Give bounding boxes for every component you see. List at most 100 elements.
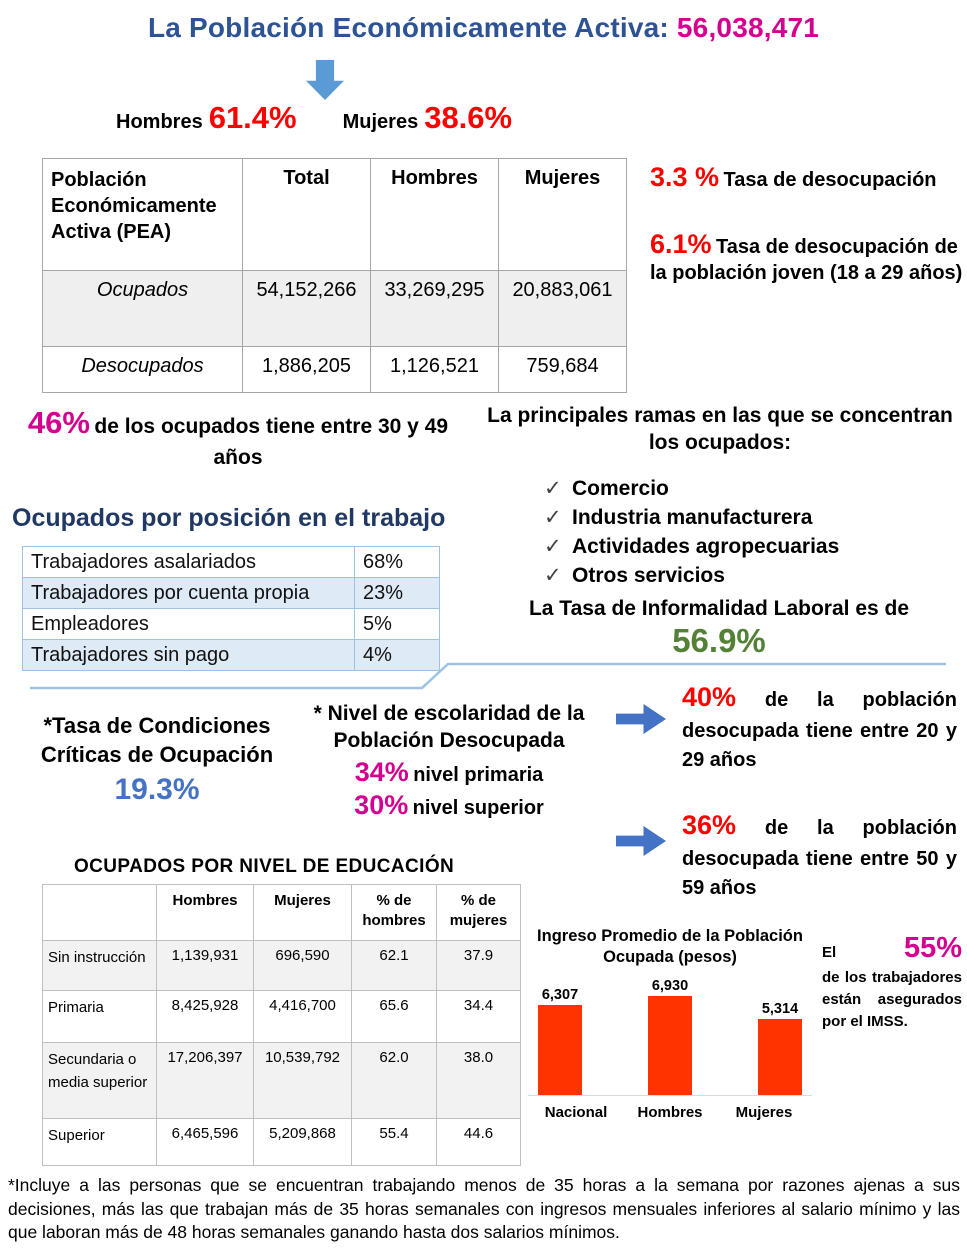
right-arrow-icon xyxy=(616,826,666,856)
pea-ocupados-mujeres: 20,883,061 xyxy=(498,270,627,347)
edu-cell: 4,416,700 xyxy=(253,990,352,1043)
hombres-label: Hombres xyxy=(116,111,203,133)
pea-desocupados-hombres: 1,126,521 xyxy=(370,346,499,393)
category-label-mujeres: Mujeres xyxy=(735,1104,793,1122)
check-icon: ✓ xyxy=(544,505,562,529)
edu-row-secundaria: Secundaria o media superior xyxy=(42,1042,157,1119)
position-heading: Ocupados por posición en el trabajo xyxy=(12,504,446,532)
unemployment-rate-value: 3.3 % xyxy=(650,162,720,192)
callout-divider-line xyxy=(30,662,946,690)
bar-group-mujeres: 5,314 xyxy=(758,1001,802,1096)
escolaridad-heading: * Nivel de escolaridad de la Población D… xyxy=(313,702,585,753)
position-value-asalariados: 68% xyxy=(354,546,440,578)
escolaridad-block: * Nivel de escolaridad de la Población D… xyxy=(288,700,610,821)
unemployment-stats: 3.3 % Tasa de desocupación 6.1% Tasa de … xyxy=(650,160,964,287)
imss-label: de los trabajadores están asegurados por… xyxy=(822,969,962,1030)
table-row: Secundaria o media superior 17,206,397 1… xyxy=(42,1042,521,1119)
page-title-label: La Población Económicamente Activa: xyxy=(147,12,669,43)
bar-value-label: 5,314 xyxy=(761,1001,799,1018)
check-icon: ✓ xyxy=(544,476,562,500)
bar-value-label: 6,930 xyxy=(651,978,689,995)
edu-cell: 38.0 xyxy=(436,1042,521,1119)
education-table-heading: OCUPADOS POR NIVEL DE EDUCACIÓN xyxy=(74,856,455,877)
chart-title: Ingreso Promedio de la Población Ocupada… xyxy=(537,927,803,966)
table-row: Superior 6,465,596 5,209,868 55.4 44.6 xyxy=(42,1118,521,1166)
edu-row-sin-instruccion: Sin instrucción xyxy=(42,940,157,991)
edu-cell: 62.1 xyxy=(351,940,437,991)
escolaridad-primaria-value: 34% xyxy=(354,756,409,787)
bar-mujeres xyxy=(758,1019,802,1096)
pea-ocupados-hombres: 33,269,295 xyxy=(370,270,499,347)
rama-comercio: Comercio xyxy=(572,476,669,500)
edu-header-hombres: Hombres xyxy=(156,884,254,941)
edu-cell: 17,206,397 xyxy=(156,1042,254,1119)
check-icon: ✓ xyxy=(544,563,562,587)
position-label-cuenta-propia: Trabajadores por cuenta propia xyxy=(22,577,355,609)
pea-row-desocupados-label: Desocupados xyxy=(42,346,243,393)
table-row: Empleadores 5% xyxy=(22,608,440,640)
pea-table: Población Económicamente Activa (PEA) To… xyxy=(42,158,627,393)
down-arrow-icon xyxy=(306,60,344,100)
condiciones-block: *Tasa de Condiciones Críticas de Ocupaci… xyxy=(18,712,296,807)
pea-row-ocupados-label: Ocupados xyxy=(42,270,243,347)
ramas-heading: La principales ramas en las que se conce… xyxy=(487,404,953,455)
pea-ocupados-total: 54,152,266 xyxy=(242,270,371,347)
pea-table-header-row: Población Económicamente Activa (PEA) To… xyxy=(42,158,627,271)
edu-cell: 5,209,868 xyxy=(253,1118,352,1166)
position-value-sin-pago: 4% xyxy=(354,639,440,671)
unemployment-rate-label: Tasa de desocupación xyxy=(723,169,937,191)
escolaridad-primaria-label: nivel primaria xyxy=(413,763,544,786)
pea-header-total: Total xyxy=(242,158,371,271)
informalidad-value: 56.9% xyxy=(672,622,766,659)
income-bar-chart: Ingreso Promedio de la Población Ocupada… xyxy=(528,926,812,1121)
gender-split: Hombres 61.4% Mujeres 38.6% xyxy=(116,100,512,136)
list-item: ✓ Actividades agropecuarias xyxy=(544,533,956,562)
rama-otros-servicios: Otros servicios xyxy=(572,563,725,587)
imss-first-line: El 55% xyxy=(822,932,962,965)
mujeres-label: Mujeres xyxy=(342,111,419,133)
edu-cell: 65.6 xyxy=(351,990,437,1043)
list-item: ✓ Comercio xyxy=(544,475,956,504)
pea-desocupados-total: 1,886,205 xyxy=(242,346,371,393)
mujeres-value: 38.6% xyxy=(424,100,513,135)
escolaridad-superior: 30% nivel superior xyxy=(288,790,610,821)
education-table: Hombres Mujeres % de hombres % de mujere… xyxy=(42,884,521,1166)
youth-unemployment-label: Tasa de desocupación de la población jov… xyxy=(650,235,963,285)
edu-row-primaria: Primaria xyxy=(42,990,157,1043)
list-item: ✓ Industria manufacturera xyxy=(544,504,956,533)
youth-unemployment-rate: 6.1% Tasa de desocupación de la població… xyxy=(650,227,964,287)
escolaridad-superior-label: nivel superior xyxy=(412,796,544,819)
chart-category-axis: Nacional Hombres Mujeres xyxy=(528,1104,812,1121)
edu-header-mujeres: Mujeres xyxy=(253,884,352,941)
unemployment-rate: 3.3 % Tasa de desocupación xyxy=(650,160,964,195)
right-arrow-icon xyxy=(616,704,666,734)
informalidad-label: La Tasa de Informalidad Laboral es de xyxy=(528,597,910,620)
page-title-value: 56,038,471 xyxy=(676,12,820,43)
education-header-row: Hombres Mujeres % de hombres % de mujere… xyxy=(42,884,521,941)
edu-header-blank xyxy=(42,884,157,941)
edu-cell: 55.4 xyxy=(351,1118,437,1166)
position-table: Trabajadores asalariados 68% Trabajadore… xyxy=(22,546,440,671)
desocupada-50-59-value: 36% xyxy=(682,810,737,840)
page-title: La Población Económicamente Activa: 56,0… xyxy=(0,12,967,44)
chart-plot-area: 6,307 6,930 5,314 xyxy=(528,971,812,1097)
rama-agropecuarias: Actividades agropecuarias xyxy=(572,534,840,558)
condiciones-value: 19.3% xyxy=(114,773,200,807)
rama-industria: Industria manufacturera xyxy=(572,505,813,529)
condiciones-label: *Tasa de Condiciones Críticas de Ocupaci… xyxy=(40,713,274,767)
desocupada-50-59-label: de la población desocupada tiene entre 5… xyxy=(682,817,957,900)
position-label-sin-pago: Trabajadores sin pago xyxy=(22,639,355,671)
bar-hombres xyxy=(648,996,692,1096)
category-label-nacional: Nacional xyxy=(544,1104,608,1122)
table-row: Trabajadores asalariados 68% xyxy=(22,546,440,578)
gender-mujeres: Mujeres 38.6% xyxy=(343,100,513,136)
list-item: ✓ Otros servicios xyxy=(544,562,956,591)
table-row: Ocupados 54,152,266 33,269,295 20,883,06… xyxy=(42,270,627,347)
bar-group-hombres: 6,930 xyxy=(648,978,692,1096)
table-row: Primaria 8,425,928 4,416,700 65.6 34.4 xyxy=(42,990,521,1043)
edu-header-pct-mujeres: % de mujeres xyxy=(436,884,521,941)
position-label-empleadores: Empleadores xyxy=(22,608,355,640)
pea-header-main: Población Económicamente Activa (PEA) xyxy=(42,158,243,271)
imss-value: 55% xyxy=(903,932,962,964)
